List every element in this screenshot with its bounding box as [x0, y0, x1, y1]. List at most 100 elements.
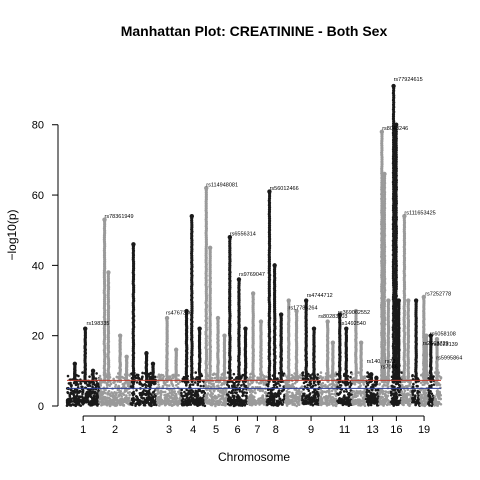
lead-snp-point	[330, 340, 336, 345]
snp-point	[382, 243, 387, 247]
snp-point	[394, 340, 398, 344]
snp-point	[391, 335, 395, 339]
snp-point	[392, 119, 396, 123]
snp-point	[194, 371, 198, 374]
snp-point	[211, 392, 215, 396]
snp-point	[68, 393, 72, 397]
chromosome-7-points	[226, 235, 250, 408]
snp-point	[121, 402, 124, 406]
snp-point	[279, 399, 282, 403]
snp-point	[102, 255, 107, 259]
snp-point	[211, 373, 215, 376]
snp-point	[140, 396, 143, 399]
snp-point	[344, 396, 348, 400]
snp-point	[380, 342, 384, 347]
snp-point	[131, 401, 135, 404]
snp-point	[377, 395, 380, 398]
snp-point	[127, 396, 131, 400]
snp-point	[238, 396, 241, 399]
snp-point	[382, 261, 387, 265]
chromosome-11-points	[301, 298, 321, 407]
snp-point	[257, 399, 261, 402]
snp-point	[303, 392, 306, 396]
snp-point	[391, 225, 396, 229]
snp-point	[165, 384, 169, 387]
snp-point	[204, 251, 208, 255]
snp-point	[100, 396, 104, 400]
snp-point	[267, 282, 271, 286]
chromosome-12-points	[318, 319, 339, 408]
snp-point	[391, 154, 396, 158]
snp-point	[297, 390, 301, 394]
snp-point	[214, 404, 217, 408]
snp-point	[382, 286, 387, 290]
lead-snp-point	[236, 277, 242, 282]
snp-point	[102, 342, 106, 346]
snp-point	[209, 402, 213, 405]
snp-point	[185, 388, 188, 392]
lead-snp-point	[267, 189, 272, 194]
lead-snp-point	[386, 298, 391, 303]
snp-point	[330, 385, 334, 389]
snp-point	[231, 391, 234, 395]
lead-snp-point	[325, 319, 330, 324]
snp-point	[267, 343, 271, 347]
snp-point	[362, 390, 366, 393]
snp-point	[313, 395, 316, 399]
y-axis-label: −log10(p)	[5, 209, 19, 260]
snp-point	[380, 252, 384, 256]
snp-point	[148, 372, 152, 376]
snp-point	[262, 383, 266, 386]
snp-point	[382, 179, 387, 183]
snp-point	[224, 388, 228, 391]
snp-point	[204, 355, 209, 359]
snp-point	[112, 394, 116, 397]
snp-point	[380, 215, 384, 219]
snp-point	[73, 391, 77, 394]
snp-point	[380, 137, 384, 141]
snp-point	[334, 374, 337, 378]
snp-point	[267, 196, 272, 200]
snp-point	[369, 402, 373, 406]
snp-point	[352, 400, 355, 403]
snp-point	[102, 397, 106, 400]
snp-point	[391, 248, 396, 252]
lead-snp-point	[124, 354, 129, 359]
snp-point	[80, 395, 84, 398]
snp-point	[217, 393, 220, 397]
lead-snp-point	[131, 242, 136, 247]
snp-point	[204, 352, 209, 357]
lead-snp-point	[379, 129, 385, 134]
snp-point	[193, 381, 197, 384]
snp-point	[136, 399, 140, 402]
snp-point	[150, 393, 153, 397]
snp-point	[380, 275, 384, 279]
snp-point	[241, 380, 245, 383]
snp-point	[383, 354, 387, 358]
snp-point	[165, 393, 168, 397]
snp-point	[369, 395, 372, 399]
snp-point	[82, 401, 86, 405]
snp-point	[380, 164, 384, 169]
snp-point	[372, 394, 376, 397]
lead-snp-point	[344, 326, 349, 331]
snp-point	[383, 384, 387, 387]
snp-point	[367, 375, 370, 379]
snp-point	[267, 305, 272, 309]
snp-point	[230, 401, 234, 404]
snp-point	[394, 335, 398, 340]
lead-snp-point	[106, 270, 111, 275]
snp-point	[383, 359, 387, 363]
snp-point	[167, 384, 171, 387]
snp-point	[74, 401, 78, 405]
snp-point	[204, 332, 208, 336]
snp-point	[386, 382, 390, 386]
snp-point	[224, 400, 228, 404]
snp-point	[189, 395, 193, 398]
snp-point	[392, 211, 396, 215]
snp-point	[74, 404, 78, 408]
snp-point	[267, 271, 271, 275]
snp-point	[74, 383, 78, 387]
lead-snp-point	[272, 263, 277, 268]
snp-point	[391, 257, 396, 262]
